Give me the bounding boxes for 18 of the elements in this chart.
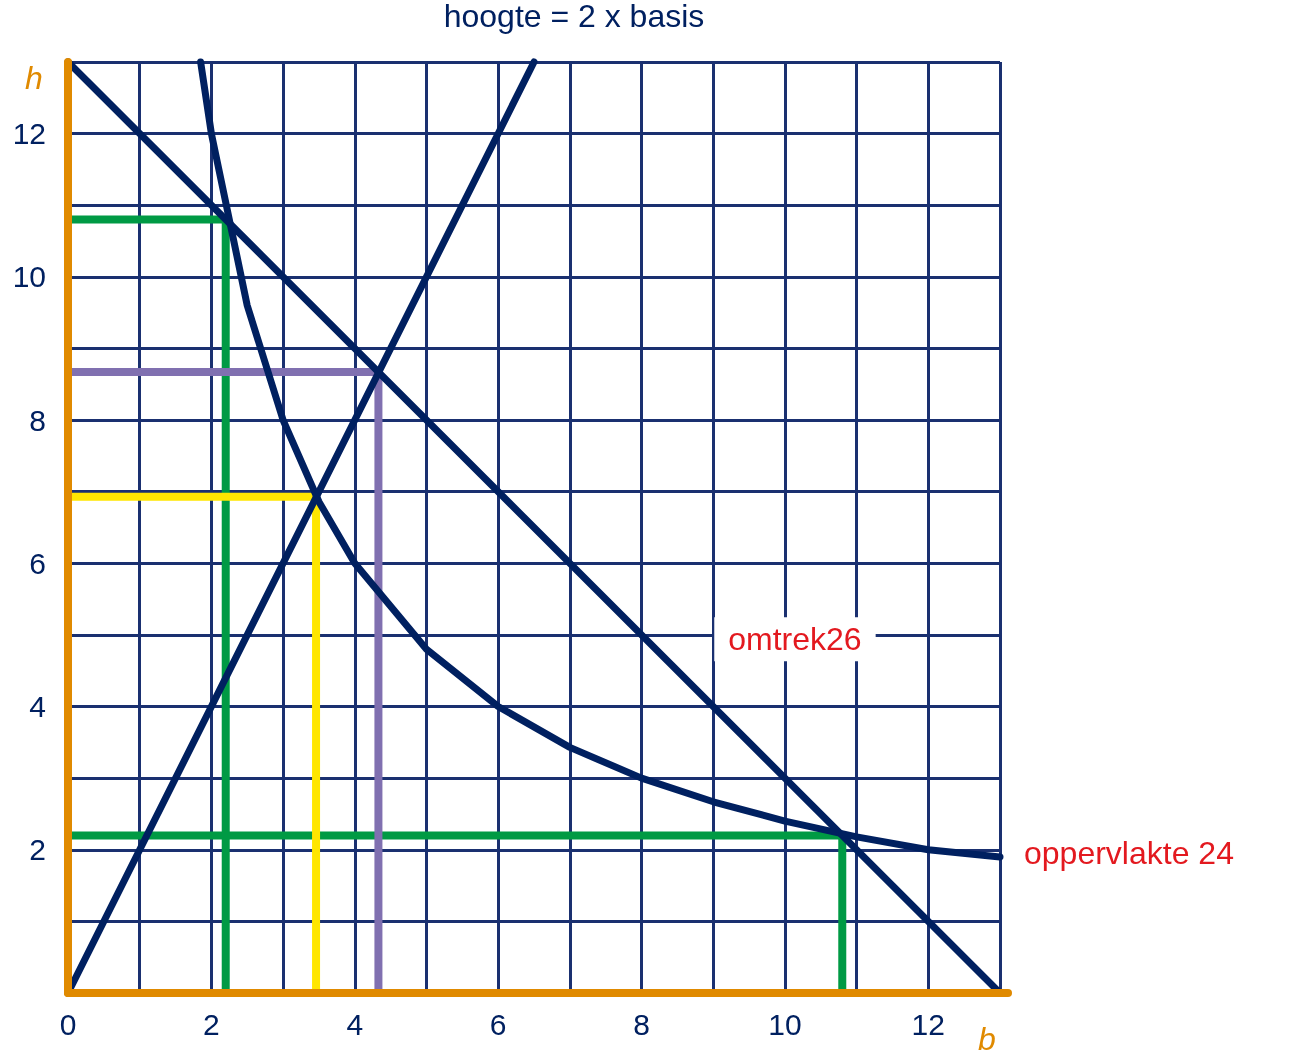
y-tick-label: 8 bbox=[29, 403, 46, 437]
y-tick-label: 12 bbox=[12, 117, 46, 151]
y-tick-label: 2 bbox=[29, 833, 46, 867]
y-tick-label: 6 bbox=[29, 546, 46, 580]
y-tick-label: 10 bbox=[12, 260, 46, 294]
x-tick-label: 4 bbox=[346, 1007, 364, 1041]
x-tick-label: 10 bbox=[768, 1007, 802, 1041]
annotation: oppervlakte 24 bbox=[1024, 834, 1234, 871]
annotation: hoogte = 2 x basis bbox=[443, 0, 705, 34]
y-tick-label: 4 bbox=[29, 690, 46, 724]
x-tick-label: 8 bbox=[633, 1007, 650, 1041]
annotation: omtrek26 bbox=[728, 621, 862, 658]
y-axis-title: h bbox=[25, 60, 43, 96]
x-tick-label: 2 bbox=[203, 1007, 220, 1041]
x-axis-title: b bbox=[978, 1021, 996, 1056]
x-tick-label: 0 bbox=[59, 1007, 77, 1041]
x-tick-label: 12 bbox=[911, 1007, 945, 1041]
x-tick-label: 6 bbox=[489, 1007, 507, 1041]
